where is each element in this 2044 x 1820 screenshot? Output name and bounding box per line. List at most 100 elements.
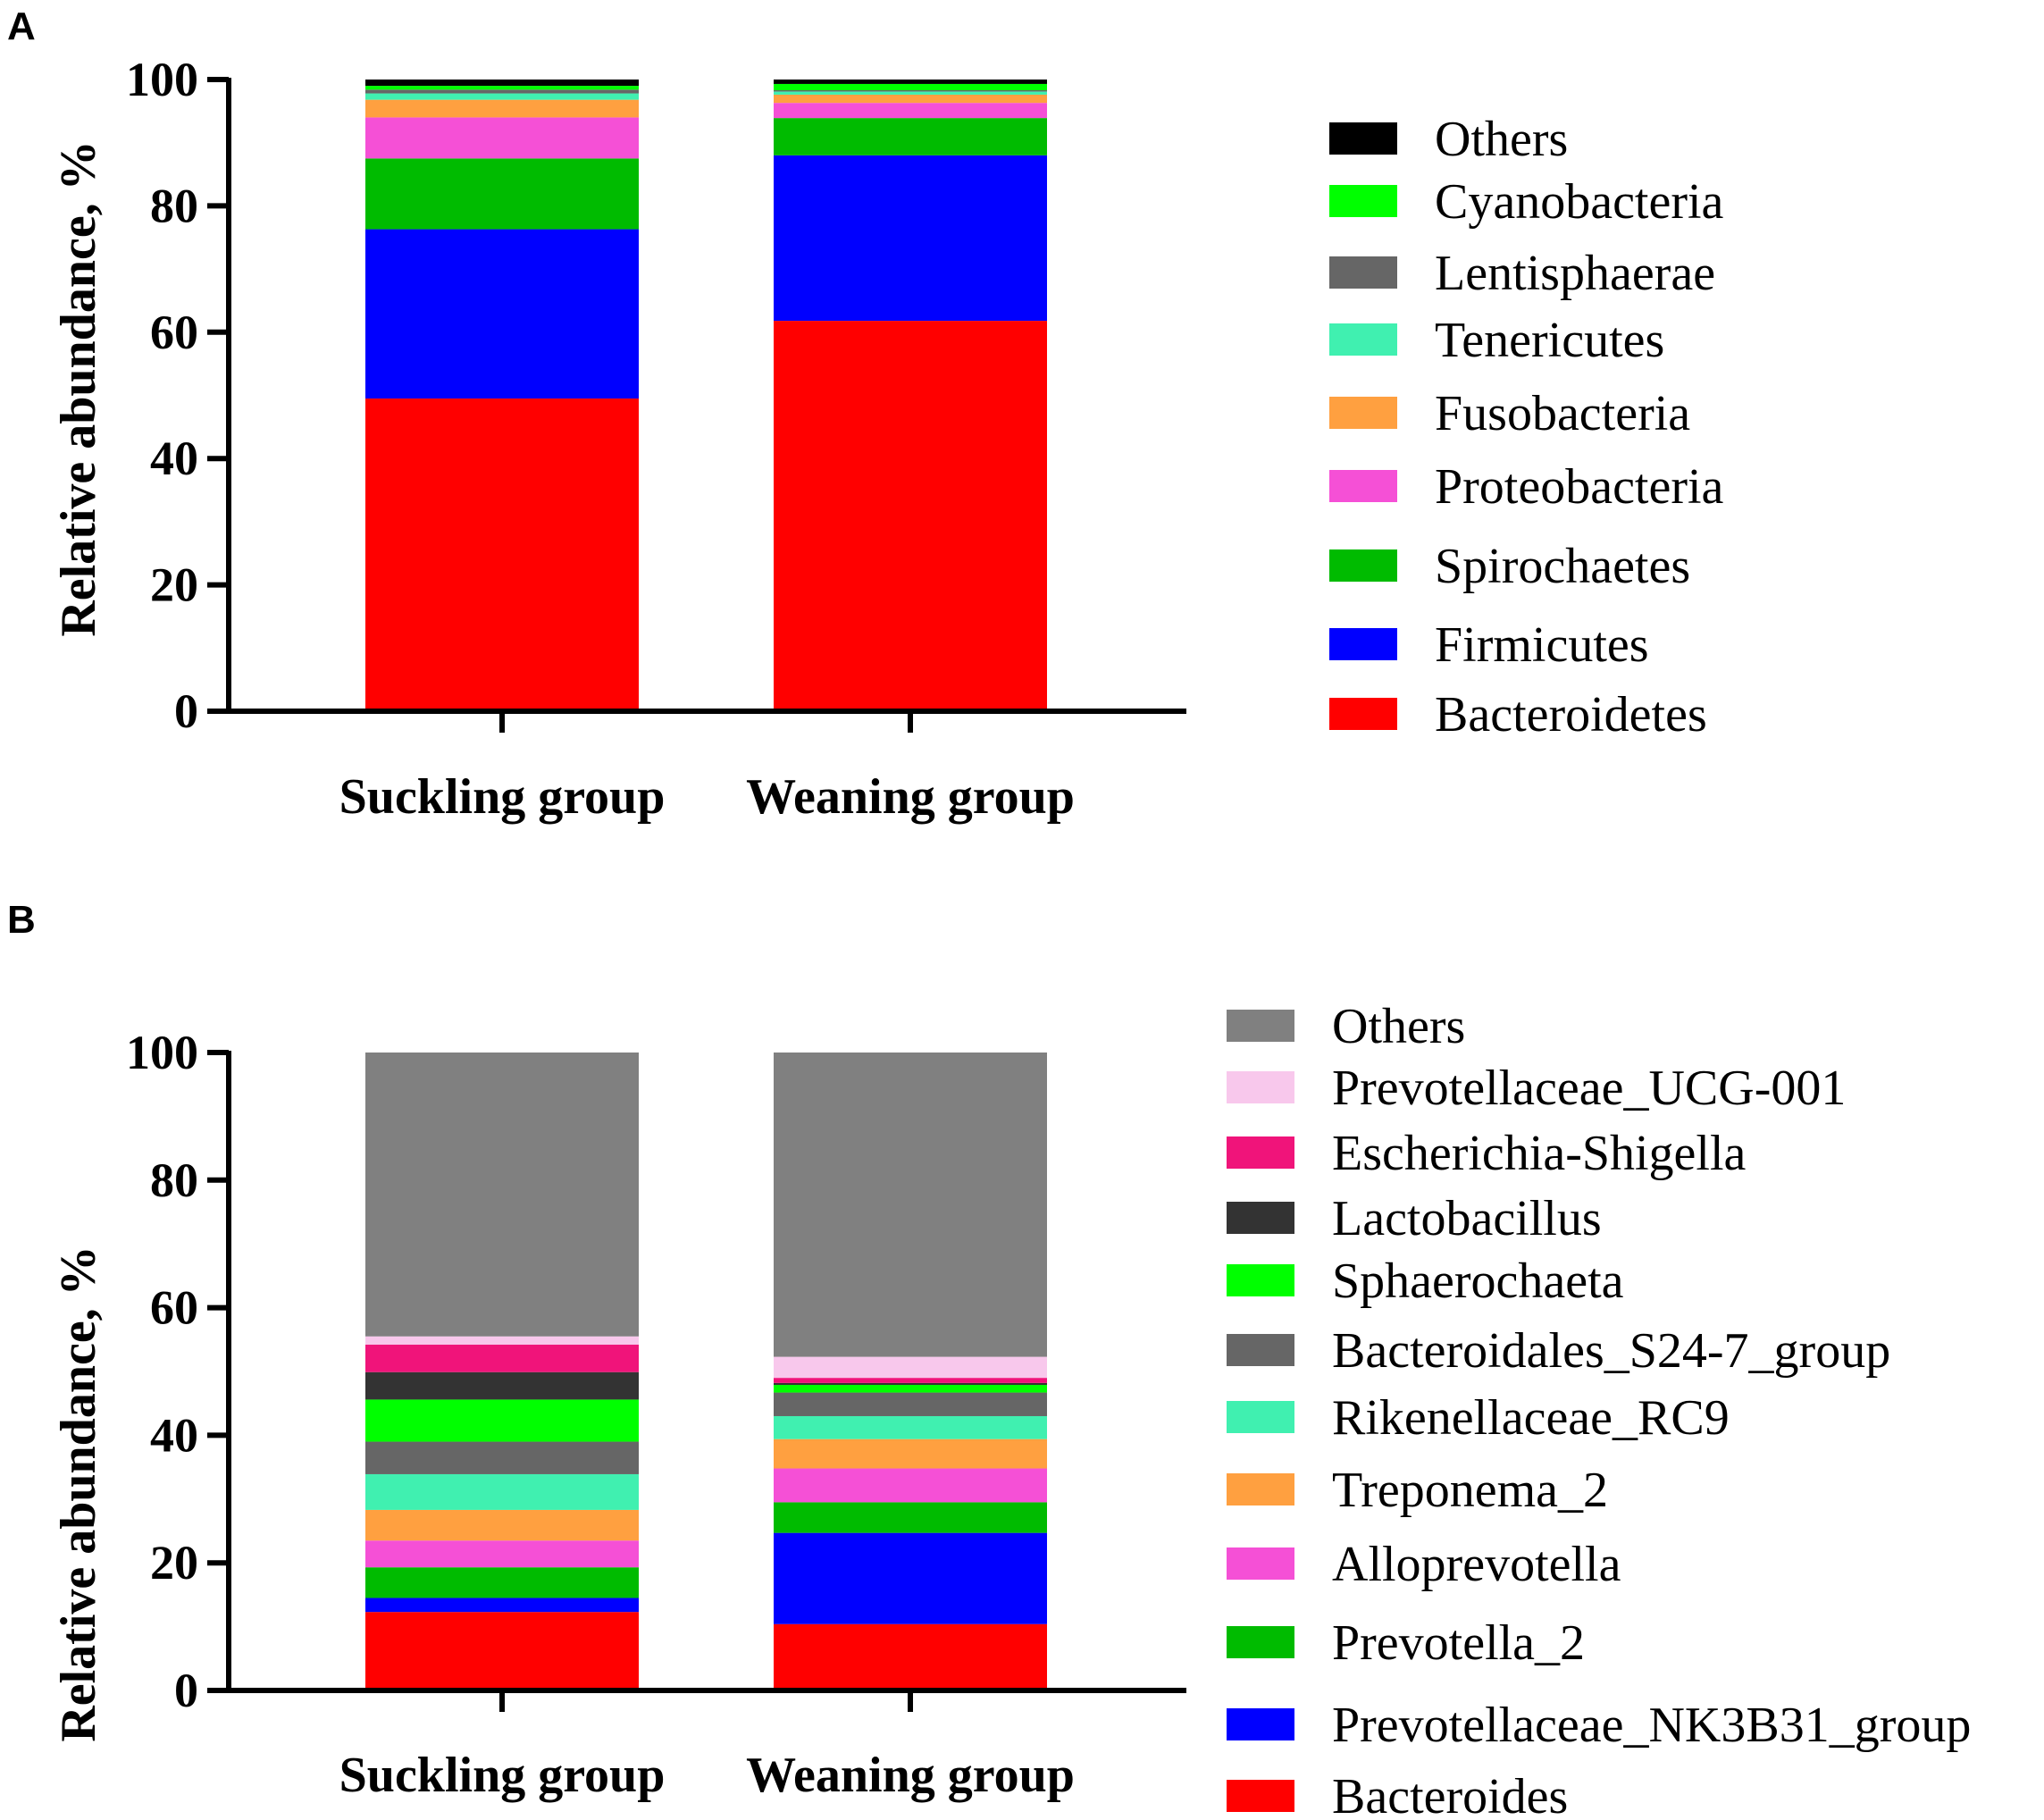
bar-segment-alloprevotella-suckling-group	[365, 1540, 639, 1568]
y-tick-label: 0	[174, 684, 198, 738]
legend-swatch-sphaerochaeta	[1227, 1264, 1294, 1296]
legend-swatch-cyanobacteria	[1329, 185, 1397, 217]
bar-segment-prevotellaceae-ucg-001-weaning-group	[774, 1356, 1047, 1379]
legend-label-tenericutes: Tenericutes	[1435, 313, 1664, 368]
bar-segment-alloprevotella-weaning-group	[774, 1468, 1047, 1503]
legend-label-lactobacillus: Lactobacillus	[1332, 1191, 1602, 1246]
x-category-label: Suckling group	[339, 1748, 666, 1803]
y-axis-title: Relative abundance, %	[51, 140, 106, 636]
y-tick-label: 20	[150, 558, 198, 612]
bar-segment-bacteroidales-s24-7-group-weaning-group	[774, 1392, 1047, 1416]
bar-segment-escherichia-shigella-weaning-group	[774, 1378, 1047, 1383]
legend-label-proteobacteria: Proteobacteria	[1435, 459, 1724, 515]
y-tick-label: 0	[174, 1664, 198, 1717]
legend-swatch-treponema-2	[1227, 1473, 1294, 1505]
chart-a: A Relative abundance, % 0 20 40 60 80 100 Suck…	[7, 4, 1724, 825]
bar-segment-others-weaning-group	[774, 80, 1047, 84]
legend-swatch-prevotellaceae-nk3b31-group	[1227, 1708, 1294, 1740]
legend-label-treponema-2: Treponema_2	[1332, 1463, 1608, 1518]
legend-label-cyanobacteria: Cyanobacteria	[1435, 174, 1724, 230]
legend-swatch-bacteroides	[1227, 1780, 1294, 1812]
bar-segment-others-weaning-group	[774, 1053, 1047, 1357]
bar-segment-lentisphaerae-weaning-group	[774, 90, 1047, 92]
y-tick-label: 60	[150, 1281, 198, 1335]
bar-segment-rikenellaceae-rc9-suckling-group	[365, 1473, 639, 1510]
legend-swatch-lentisphaerae	[1329, 256, 1397, 289]
bar-segment-fusobacteria-weaning-group	[774, 94, 1047, 104]
bar-segment-tenericutes-suckling-group	[365, 93, 639, 100]
bar-segment-prevotellaceae-ucg-001-suckling-group	[365, 1336, 639, 1346]
x-category-label: Suckling group	[339, 769, 666, 825]
legend-label-alloprevotella: Alloprevotella	[1332, 1537, 1621, 1592]
legend-swatch-escherichia-shigella	[1227, 1136, 1294, 1169]
legend-swatch-spirochaetes	[1329, 549, 1397, 582]
legend-label-bacteroidales-s24-7-group: Bacteroidales_S24-7_group	[1332, 1323, 1890, 1379]
legend-swatch-bacteroidetes	[1329, 698, 1397, 730]
legend-label-bacteroidetes: Bacteroidetes	[1435, 687, 1707, 742]
legend-label-prevotellaceae-ucg-001: Prevotellaceae_UCG-001	[1332, 1061, 1846, 1116]
bar-segment-treponema-2-weaning-group	[774, 1438, 1047, 1469]
legend-swatch-lactobacillus	[1227, 1202, 1294, 1234]
y-tick-label: 40	[150, 432, 198, 485]
legend-swatch-bacteroidales-s24-7-group	[1227, 1334, 1294, 1366]
legend-swatch-firmicutes	[1329, 628, 1397, 660]
bar-segment-rikenellaceae-rc9-weaning-group	[774, 1415, 1047, 1439]
bar-segment-prevotellaceae-nk3b31-group-weaning-group	[774, 1532, 1047, 1624]
legend-label-escherichia-shigella: Escherichia-Shigella	[1332, 1126, 1747, 1181]
legend-label-bacteroides: Bacteroides	[1332, 1769, 1568, 1820]
panel-a: A Relative abundance, % 0 20 40 60 80 100 Suck…	[0, 0, 2044, 893]
bar-segment-proteobacteria-suckling-group	[365, 117, 639, 159]
bar-segment-prevotella-2-weaning-group	[774, 1502, 1047, 1533]
legend-label-spirochaetes: Spirochaetes	[1435, 539, 1690, 594]
legend-swatch-rikenellaceae-rc9	[1227, 1401, 1294, 1433]
bar-segment-firmicutes-weaning-group	[774, 155, 1047, 322]
bar-segment-others-suckling-group	[365, 1053, 639, 1337]
y-tick-label: 80	[150, 179, 198, 232]
legend-label-others: Others	[1435, 112, 1568, 167]
legend-swatch-proteobacteria	[1329, 470, 1397, 502]
legend-label-prevotellaceae-nk3b31-group: Prevotellaceae_NK3B31_group	[1332, 1698, 1971, 1753]
legend-label-sphaerochaeta: Sphaerochaeta	[1332, 1254, 1624, 1309]
legend-swatch-others	[1227, 1010, 1294, 1042]
chart-b: B Relative abundance, % 0 20 40 60 80 100 Suck…	[7, 898, 1971, 1820]
panel-b: B Relative abundance, % 0 20 40 60 80 100 Suck…	[0, 893, 2044, 1820]
panel-letter: B	[7, 898, 36, 942]
bar-segment-cyanobacteria-weaning-group	[774, 83, 1047, 91]
bar-segment-spirochaetes-weaning-group	[774, 118, 1047, 155]
legend-label-others: Others	[1332, 999, 1465, 1054]
bar-segment-prevotellaceae-nk3b31-group-suckling-group	[365, 1598, 639, 1613]
y-tick-label: 20	[150, 1536, 198, 1589]
legend-swatch-others	[1329, 122, 1397, 155]
y-axis-title: Relative abundance, %	[51, 1245, 106, 1741]
bar-segment-bacteroidetes-weaning-group	[774, 321, 1047, 711]
bar-segment-cyanobacteria-suckling-group	[365, 86, 639, 90]
panel-letter: A	[7, 4, 36, 48]
bar-segment-sphaerochaeta-suckling-group	[365, 1399, 639, 1442]
bar-segment-bacteroidetes-suckling-group	[365, 398, 639, 711]
bar-segment-bacteroidales-s24-7-group-suckling-group	[365, 1441, 639, 1474]
y-tick-label: 100	[126, 53, 198, 106]
legend-label-lentisphaerae: Lentisphaerae	[1435, 246, 1715, 301]
bar-segment-bacteroides-suckling-group	[365, 1612, 639, 1690]
bar-segment-treponema-2-suckling-group	[365, 1509, 639, 1541]
bar-segment-prevotella-2-suckling-group	[365, 1567, 639, 1598]
legend-label-firmicutes: Firmicutes	[1435, 617, 1649, 673]
legend-swatch-prevotella-2	[1227, 1626, 1294, 1658]
y-tick-label: 60	[150, 306, 198, 359]
bar-segment-proteobacteria-weaning-group	[774, 103, 1047, 119]
legend-label-fusobacteria: Fusobacteria	[1435, 386, 1690, 441]
y-tick-label: 40	[150, 1408, 198, 1462]
legend-swatch-alloprevotella	[1227, 1547, 1294, 1580]
legend-label-rikenellaceae-rc9: Rikenellaceae_RC9	[1332, 1390, 1730, 1446]
bar-segment-sphaerochaeta-weaning-group	[774, 1384, 1047, 1393]
bar-segment-lactobacillus-weaning-group	[774, 1382, 1047, 1385]
bar-segment-lentisphaerae-suckling-group	[365, 89, 639, 94]
legend-swatch-fusobacteria	[1329, 397, 1397, 429]
legend-swatch-prevotellaceae-ucg-001	[1227, 1071, 1294, 1103]
bar-segment-fusobacteria-suckling-group	[365, 99, 639, 118]
legend-label-prevotella-2: Prevotella_2	[1332, 1615, 1585, 1671]
bar-segment-firmicutes-suckling-group	[365, 229, 639, 399]
legend-swatch-tenericutes	[1329, 323, 1397, 356]
bar-segment-lactobacillus-suckling-group	[365, 1371, 639, 1400]
bar-segment-tenericutes-weaning-group	[774, 91, 1047, 95]
